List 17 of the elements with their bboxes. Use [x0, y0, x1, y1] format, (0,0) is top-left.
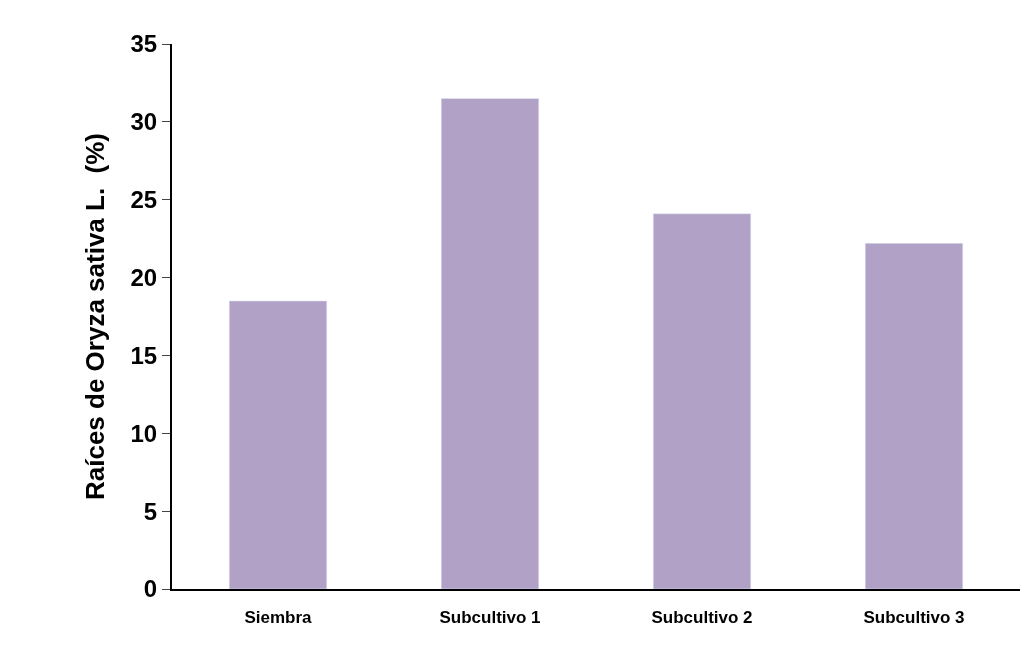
- y-tick-label: 35: [130, 30, 158, 58]
- y-tick-label: 30: [130, 108, 158, 136]
- bar: [864, 243, 964, 589]
- bar: [228, 300, 328, 589]
- y-tick-label: 10: [130, 419, 158, 447]
- y-tick-label: 25: [130, 186, 158, 214]
- x-tick-label: Subcultivo 2: [651, 608, 753, 628]
- y-tick-label: 15: [130, 341, 158, 369]
- x-tick-label: Subcultivo 3: [863, 608, 965, 628]
- y-axis-title: Raíces de Oryza sativa L. (%): [80, 132, 111, 501]
- x-tick-label: Siembra: [244, 608, 313, 628]
- y-tick-label: 20: [130, 263, 158, 291]
- y-tick-label: 5: [143, 497, 158, 525]
- bar: [440, 98, 540, 589]
- x-tick-label: Subcultivo 1: [439, 608, 541, 628]
- bar: [652, 213, 752, 589]
- y-tick-label: 0: [143, 575, 158, 603]
